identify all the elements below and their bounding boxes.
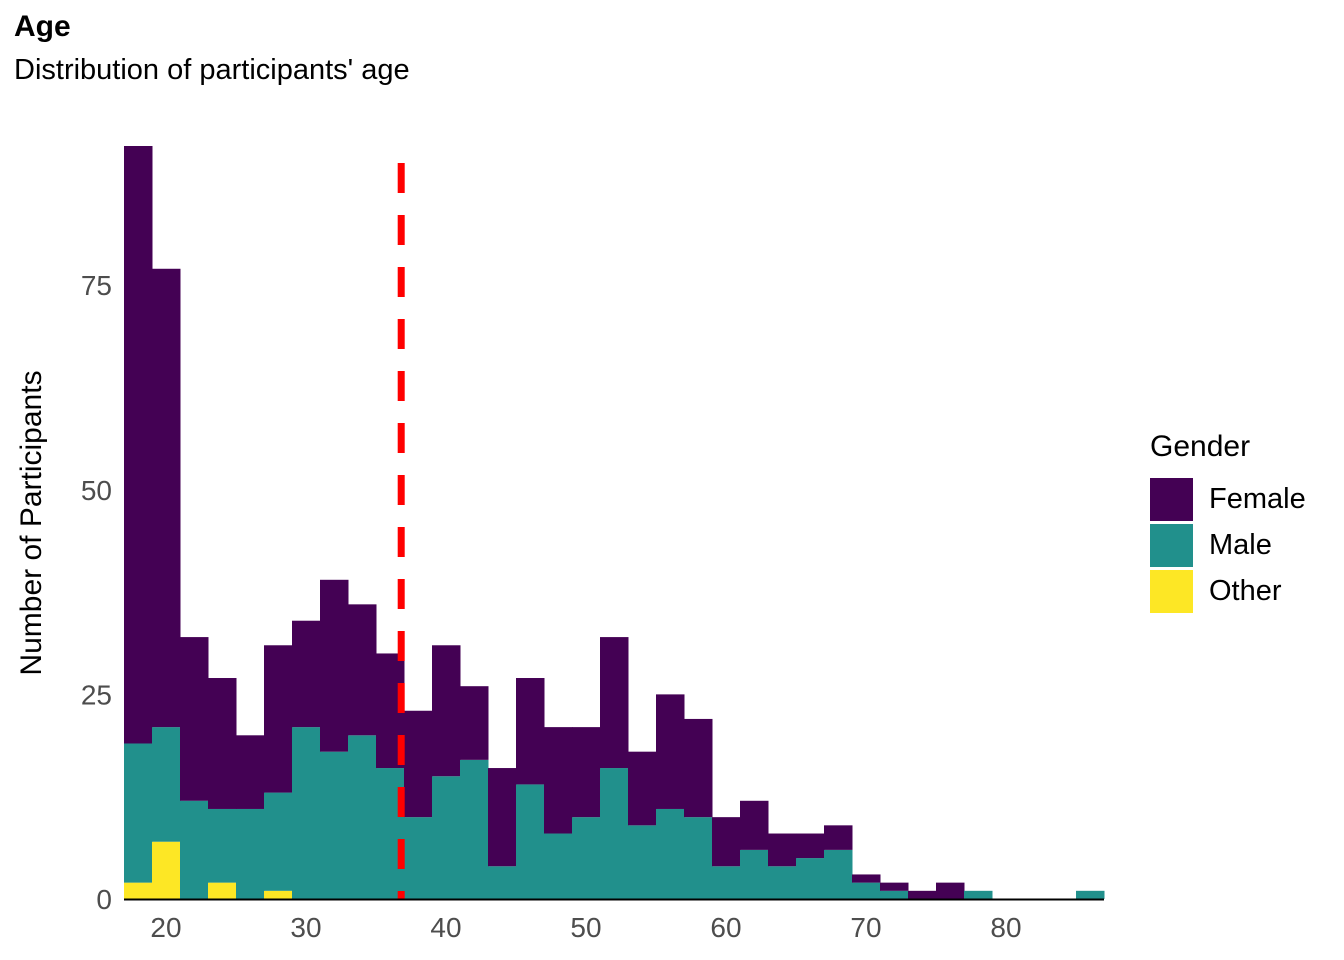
y-tick-label: 50	[81, 475, 112, 506]
legend-label-female: Female	[1209, 482, 1306, 515]
bar-male-77	[964, 890, 993, 899]
bar-male-65	[796, 858, 825, 899]
legend-swatch-male	[1150, 523, 1193, 567]
bar-female-17	[124, 146, 153, 744]
bar-female-57	[684, 718, 713, 818]
histogram-bars	[124, 146, 1105, 899]
bar-male-27	[264, 792, 293, 891]
bar-female-29	[292, 620, 321, 728]
legend-title: Gender	[1150, 430, 1251, 463]
bar-female-55	[656, 694, 685, 809]
x-axis-ticks: 20 30 40 50 60 70 80	[150, 912, 1021, 943]
bar-male-69	[852, 882, 881, 899]
bar-other-19	[152, 841, 181, 899]
bar-other-17	[124, 882, 153, 899]
legend-item-other: Other	[1150, 568, 1306, 614]
bar-male-19	[152, 727, 181, 842]
bar-male-39	[432, 776, 461, 899]
y-axis-ticks: 0 25 50 75	[81, 270, 112, 915]
bar-female-47	[544, 727, 573, 834]
y-tick-label: 25	[81, 679, 112, 710]
x-tick-label: 80	[990, 912, 1021, 943]
bar-female-21	[180, 637, 209, 801]
bar-female-75	[936, 882, 965, 899]
y-tick-label: 75	[81, 270, 112, 301]
bar-male-31	[320, 751, 349, 899]
bar-female-39	[432, 645, 461, 777]
bar-female-33	[348, 604, 377, 736]
bar-female-65	[796, 833, 825, 859]
y-tick-label: 0	[96, 884, 112, 915]
bar-female-49	[572, 727, 601, 818]
bar-male-51	[600, 768, 629, 899]
x-tick-label: 30	[290, 912, 321, 943]
bar-female-67	[824, 825, 853, 850]
bar-male-53	[628, 825, 657, 899]
bar-female-31	[320, 579, 349, 752]
bar-female-73	[908, 890, 937, 899]
bar-female-25	[236, 735, 265, 809]
bar-male-33	[348, 735, 377, 899]
legend-swatch-other	[1150, 569, 1193, 613]
legend-item-male: Male	[1150, 522, 1306, 568]
bar-male-59	[712, 866, 741, 899]
bar-female-59	[712, 817, 741, 867]
bar-female-45	[516, 678, 545, 785]
bar-male-43	[488, 866, 517, 899]
bar-male-85	[1076, 890, 1105, 899]
bar-female-41	[460, 686, 489, 760]
bar-female-43	[488, 768, 517, 867]
x-tick-label: 50	[570, 912, 601, 943]
bar-female-19	[152, 268, 181, 728]
x-tick-label: 60	[710, 912, 741, 943]
bar-male-71	[880, 890, 909, 899]
bar-male-61	[740, 849, 769, 899]
bar-female-51	[600, 637, 629, 769]
bar-female-61	[740, 800, 769, 850]
x-tick-label: 20	[150, 912, 181, 943]
chart-title: Age	[14, 10, 71, 43]
bar-female-53	[628, 751, 657, 826]
x-tick-label: 40	[430, 912, 461, 943]
bar-female-69	[852, 874, 881, 883]
legend: Gender Female Male Other	[1150, 430, 1306, 614]
bar-female-27	[264, 645, 293, 793]
bar-female-23	[208, 678, 237, 809]
bar-male-37	[404, 817, 433, 899]
legend-label-other: Other	[1209, 574, 1282, 607]
bar-male-41	[460, 759, 489, 899]
bar-male-55	[656, 808, 685, 899]
bar-female-63	[768, 833, 797, 867]
bar-male-25	[236, 808, 265, 899]
bar-male-57	[684, 817, 713, 899]
legend-label-male: Male	[1209, 528, 1272, 561]
legend-swatch-female	[1150, 477, 1193, 521]
bar-male-17	[124, 743, 153, 883]
bar-male-47	[544, 833, 573, 899]
bar-other-23	[208, 882, 237, 899]
chart-subtitle: Distribution of participants' age	[14, 54, 410, 86]
legend-item-female: Female	[1150, 476, 1306, 522]
bar-male-49	[572, 817, 601, 899]
bar-male-67	[824, 849, 853, 899]
bar-male-63	[768, 866, 797, 899]
bar-male-21	[180, 800, 209, 899]
bar-male-29	[292, 727, 321, 899]
bar-female-71	[880, 882, 909, 891]
y-axis-title: Number of Participants	[15, 370, 48, 675]
bar-male-45	[516, 784, 545, 899]
bar-female-37	[404, 710, 433, 818]
bar-other-27	[264, 890, 293, 899]
bar-male-23	[208, 808, 237, 883]
x-tick-label: 70	[850, 912, 881, 943]
